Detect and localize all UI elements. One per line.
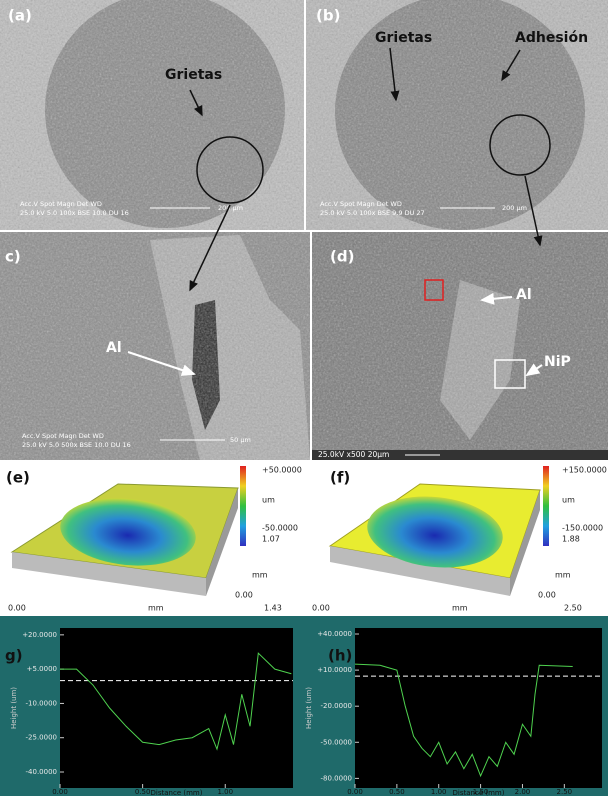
colorbar-unit: um: [562, 496, 575, 505]
colorbar-min: -150.0000: [562, 524, 603, 533]
crater-e: [60, 498, 196, 566]
circle-a: [196, 136, 264, 204]
info-values: 25.0 kV 5.0 500x BSE 10.0 DU 16: [22, 441, 131, 449]
arrow: [389, 47, 400, 102]
annotation: Adhesión: [515, 30, 588, 46]
y-tick-label: -20.0000: [321, 702, 352, 710]
annotation: Al: [106, 340, 122, 356]
sem-c-texture: [0, 232, 310, 460]
x-tick-label: 0.50: [389, 788, 405, 796]
profile-line: [354, 663, 573, 778]
y-origin: 0.00: [538, 591, 556, 600]
panel-label: c): [5, 248, 21, 266]
x-origin: 0.00: [8, 604, 26, 613]
colorbar-unit: um: [262, 496, 275, 505]
panel-label: (f): [330, 469, 350, 487]
panel-label: (e): [6, 469, 30, 487]
y-tick-label: -50.0000: [321, 738, 352, 746]
x-tick-label: 0.00: [52, 788, 68, 796]
surface-f-front: [330, 546, 510, 596]
arrow: [501, 49, 521, 82]
info-header: Acc.V Spot Magn Det WD: [22, 432, 104, 440]
y-tick-label: -25.0000: [26, 734, 57, 742]
red-box: [424, 279, 444, 301]
y-unit: mm: [252, 571, 268, 580]
y-tick-label: +10.0000: [317, 666, 352, 674]
surface-e-front: [12, 552, 206, 596]
z-value: 1.07: [262, 535, 280, 544]
crater-f: [367, 496, 503, 568]
scale-bar-label: 200 µm: [502, 204, 527, 212]
x-tick-label: 1.50: [473, 788, 489, 796]
arrow: [525, 363, 543, 377]
white-box: [494, 359, 526, 389]
y-unit: mm: [555, 571, 571, 580]
z-value: 1.88: [562, 535, 580, 544]
x-tick-label: 0.50: [135, 788, 151, 796]
info-strip: [312, 450, 608, 460]
colorbar: [240, 466, 246, 546]
plot-area: [60, 628, 293, 788]
info-values: 25.0 kV 5.0 100x BSE 9.9 DU 27: [320, 209, 425, 217]
colorbar-min: -50.0000: [262, 524, 298, 533]
x-axis-label: Distance (mm): [453, 789, 505, 796]
surface-f-side: [510, 490, 540, 596]
annotation: Grietas: [165, 67, 222, 83]
y-axis-label: Height (um): [10, 687, 18, 729]
y-tick-label: -40.0000: [26, 768, 57, 776]
arrow: [480, 292, 513, 305]
panel-label: g): [5, 647, 23, 665]
arrow: [127, 351, 196, 376]
arrow: [524, 175, 543, 247]
profile-line: [60, 652, 292, 751]
x-unit: mm: [148, 604, 164, 613]
x-tick-label: 2.00: [515, 788, 531, 796]
x-tick-label: 1.00: [217, 788, 233, 796]
plot-area: [355, 628, 602, 788]
x-unit: mm: [452, 604, 468, 613]
scale-bar-label: 50 µm: [230, 436, 251, 444]
annotation: NiP: [544, 354, 571, 370]
colorbar-max: +50.0000: [262, 466, 302, 475]
colorbar-max: +150.0000: [562, 466, 607, 475]
y-tick-label: +20.0000: [22, 631, 57, 639]
annotation: Al: [516, 287, 532, 303]
annotation: Grietas: [375, 30, 432, 46]
x-tick-label: 2.50: [557, 788, 573, 796]
y-origin: 0.00: [235, 591, 253, 600]
y-tick-label: -80.0000: [321, 774, 352, 782]
x-tick-label: 1.00: [431, 788, 447, 796]
info: 25.0kV x500 20µm: [318, 450, 389, 459]
panel-label: (h): [328, 647, 352, 665]
y-tick-label: -10.0000: [26, 699, 57, 707]
sem-d-texture: [312, 232, 608, 460]
x-tick-label: 0.00: [347, 788, 363, 796]
x-origin: 0.00: [312, 604, 330, 613]
surface-e-side: [206, 488, 238, 596]
x-max: 2.50: [564, 604, 582, 613]
sem-b-texture: [306, 0, 608, 230]
panel-label: (a): [8, 7, 32, 25]
x-max: 1.43: [264, 604, 282, 613]
colorbar: [543, 466, 549, 546]
arrow: [189, 89, 203, 117]
x-axis-label: Distance (mm): [151, 789, 203, 796]
circle-b: [489, 114, 551, 176]
panel-label: (b): [316, 7, 340, 25]
info-header: Acc.V Spot Magn Det WD: [20, 200, 102, 208]
info-values: 25.0 kV 5.0 100x BSE 10.0 DU 16: [20, 209, 129, 217]
info-header: Acc.V Spot Magn Det WD: [320, 200, 402, 208]
panel-label: (d): [330, 248, 354, 266]
scale-bar-label: 200 µm: [218, 204, 243, 212]
y-axis-label: Height (um): [305, 687, 313, 729]
sem-a-texture: [0, 0, 304, 230]
y-tick-label: +5.0000: [27, 665, 57, 673]
arrow: [189, 204, 231, 292]
y-tick-label: +40.0000: [317, 630, 352, 638]
